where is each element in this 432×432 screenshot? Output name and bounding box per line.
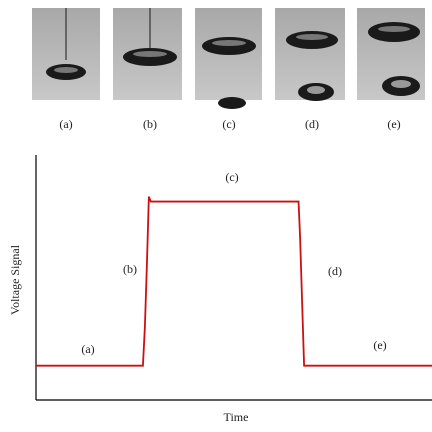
image-label: (b) [143, 117, 157, 131]
signal-line [36, 196, 432, 367]
photo [32, 8, 100, 100]
photo [275, 8, 345, 101]
photo [195, 8, 262, 109]
photo-strip [32, 8, 425, 109]
image-label: (a) [59, 117, 72, 131]
image-label: (c) [222, 117, 235, 131]
annotation: (b) [123, 262, 137, 276]
x-axis-label: Time [224, 410, 249, 424]
annotation: (d) [328, 264, 342, 278]
photo [113, 8, 182, 100]
annotation: (c) [225, 170, 238, 184]
annotation: (a) [81, 342, 94, 356]
annotation: (e) [373, 338, 386, 352]
y-axis-label: Voltage Signal [8, 244, 22, 315]
photo [357, 8, 425, 100]
image-label: (d) [305, 117, 319, 131]
image-label: (e) [387, 117, 400, 131]
